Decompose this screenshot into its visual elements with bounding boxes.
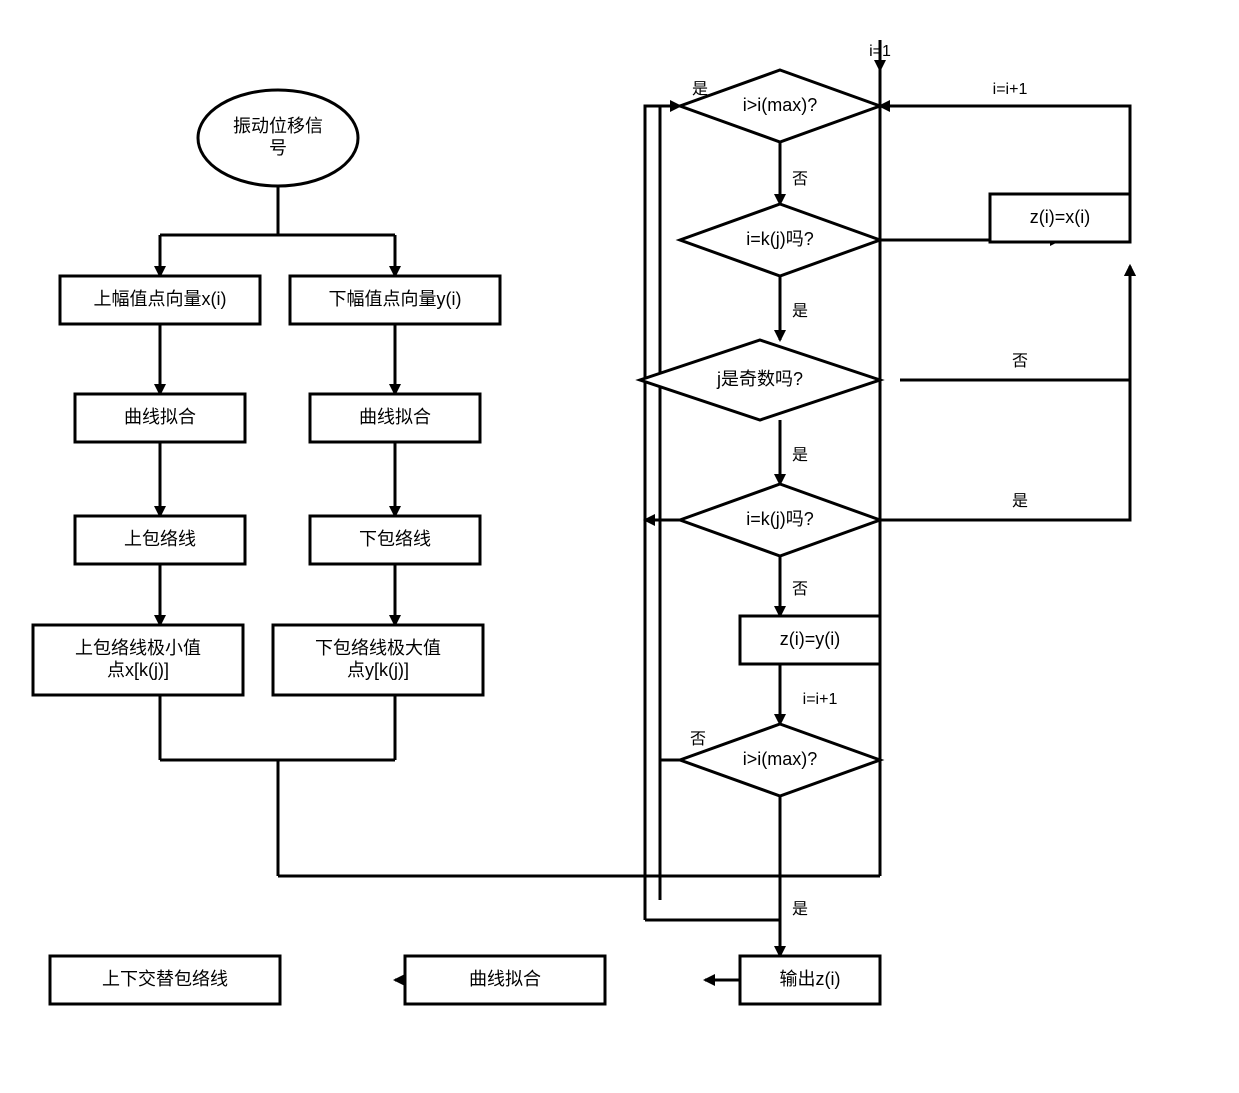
node-d_imax2: i>i(max)?: [680, 724, 880, 796]
edge-label: 否: [792, 581, 808, 598]
node-label: 点x[k(j)]: [107, 660, 169, 680]
node-label: i>i(max)?: [743, 749, 818, 769]
node-outz: 输出z(i): [740, 956, 880, 1004]
node-yR: 下幅值点向量y(i): [290, 276, 500, 324]
node-label: 曲线拟合: [124, 407, 196, 427]
node-d_imax1: i>i(max)?: [680, 70, 880, 142]
node-label: 号: [269, 138, 287, 158]
edge-label: 是: [792, 447, 808, 464]
node-fitR: 曲线拟合: [310, 394, 480, 442]
edge-label: 否: [1012, 353, 1028, 370]
node-label: i>i(max)?: [743, 95, 818, 115]
node-d_odd: j是奇数吗?: [640, 340, 880, 420]
node-d_ikj1: i=k(j)吗?: [680, 204, 880, 276]
edge: [660, 106, 680, 900]
node-label: 上包络线: [124, 529, 196, 549]
edge: [660, 760, 680, 900]
node-label: 曲线拟合: [359, 407, 431, 427]
node-envL: 上包络线: [75, 516, 245, 564]
edge-label: 是: [1012, 493, 1028, 510]
edge: [645, 106, 680, 920]
node-start: 振动位移信号: [198, 90, 358, 186]
edge-label: i=i+1: [803, 691, 838, 708]
node-d_ikj2: i=k(j)吗?: [680, 484, 880, 556]
node-label: 下幅值点向量y(i): [329, 289, 462, 309]
node-label: 输出z(i): [780, 969, 841, 989]
edge-label: 否: [690, 731, 706, 748]
node-label: 振动位移信: [233, 116, 323, 136]
node-label: i=k(j)吗?: [746, 509, 814, 529]
edge: [880, 266, 1130, 520]
node-label: 下包络线: [359, 529, 431, 549]
edge-label: 是: [792, 303, 808, 320]
node-extL: 上包络线极小值点x[k(j)]: [33, 625, 243, 695]
node-label: 上下交替包络线: [102, 969, 228, 989]
edge-label: 否: [792, 171, 808, 188]
node-fit3: 曲线拟合: [405, 956, 605, 1004]
node-fitL: 曲线拟合: [75, 394, 245, 442]
node-zy: z(i)=y(i): [740, 616, 880, 664]
node-envR: 下包络线: [310, 516, 480, 564]
node-label: 点y[k(j)]: [347, 660, 409, 680]
node-zx: z(i)=x(i): [990, 194, 1130, 242]
node-label: z(i)=x(i): [1030, 207, 1091, 227]
node-label: 下包络线极大值: [315, 638, 441, 658]
node-xL: 上幅值点向量x(i): [60, 276, 260, 324]
node-label: z(i)=y(i): [780, 629, 841, 649]
node-extR: 下包络线极大值点y[k(j)]: [273, 625, 483, 695]
node-label: 上幅值点向量x(i): [94, 289, 227, 309]
node-label: j是奇数吗?: [716, 369, 803, 389]
edge-label: 是: [792, 901, 808, 918]
node-label: 上包络线极小值: [75, 638, 201, 658]
node-altenv: 上下交替包络线: [50, 956, 280, 1004]
edge-label: i=i+1: [993, 81, 1028, 98]
node-label: 曲线拟合: [469, 969, 541, 989]
node-label: i=k(j)吗?: [746, 229, 814, 249]
